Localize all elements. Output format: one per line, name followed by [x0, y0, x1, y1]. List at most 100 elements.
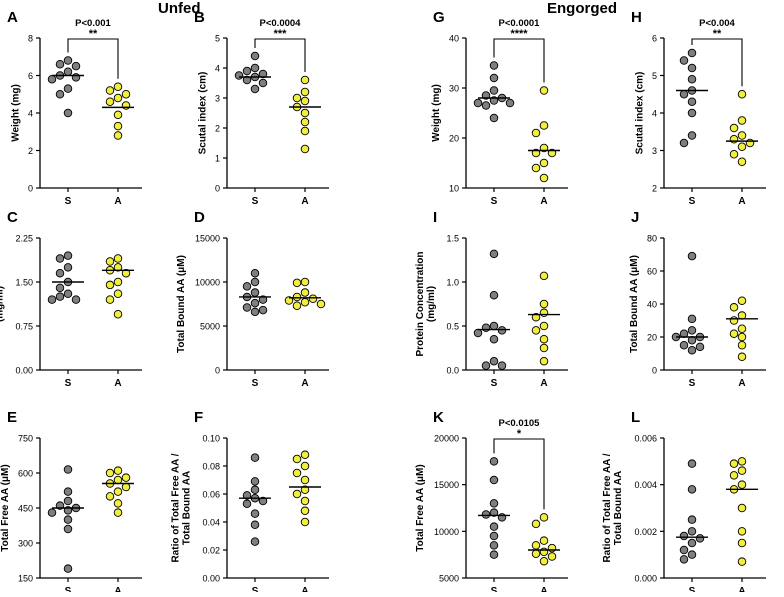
data-point-s — [489, 86, 499, 95]
y-tick-label: 0 — [652, 366, 657, 376]
data-point-a — [539, 343, 549, 353]
data-point-s — [481, 323, 491, 333]
data-point-s — [489, 508, 499, 517]
header-engorged: Engorged — [547, 0, 617, 17]
y-tick-label: 1.0 — [446, 278, 459, 288]
data-point-s — [55, 292, 65, 301]
data-point-s — [47, 74, 57, 84]
panel-letter: D — [194, 209, 205, 226]
data-point-s — [679, 555, 689, 564]
data-point-a — [292, 292, 302, 302]
y-tick-label: 20000 — [434, 434, 459, 444]
data-point-a — [292, 468, 302, 478]
data-point-s — [687, 48, 697, 58]
panel-letter: E — [7, 409, 17, 426]
data-point-s — [497, 361, 507, 370]
data-point-s — [679, 89, 689, 99]
data-point-a — [121, 482, 131, 492]
data-point-a — [737, 557, 747, 566]
p-value-label: P<0.0001 — [499, 18, 541, 29]
x-tick-label: A — [114, 586, 121, 592]
data-point-a — [729, 329, 739, 338]
y-tick-label: 5000 — [439, 574, 459, 584]
data-point-s — [63, 564, 73, 573]
data-point-a — [300, 461, 310, 471]
data-point-a — [105, 492, 115, 501]
data-point-a — [539, 547, 549, 557]
data-point-s — [63, 84, 73, 93]
y-axis-label: Total Bound AA — [613, 471, 624, 545]
data-point-s — [679, 531, 689, 541]
data-point-a — [737, 527, 747, 536]
data-point-s — [687, 97, 697, 106]
data-point-s — [250, 268, 260, 278]
data-point-a — [105, 86, 115, 95]
data-point-a — [105, 257, 115, 266]
y-tick-label: 2 — [215, 124, 220, 134]
y-tick-label: 2.25 — [15, 234, 33, 244]
x-tick-label: A — [540, 378, 547, 389]
y-tick-label: 40 — [647, 300, 657, 310]
data-point-s — [55, 60, 65, 69]
y-axis-label: Total Free AA (μM) — [415, 464, 426, 551]
data-point-a — [737, 352, 747, 362]
y-tick-label: 2 — [28, 146, 33, 156]
data-point-s — [687, 459, 697, 468]
data-point-s — [250, 298, 260, 308]
data-point-s — [473, 98, 483, 108]
x-tick-label: S — [689, 586, 696, 592]
data-point-s — [242, 303, 252, 312]
data-point-s — [481, 510, 491, 519]
data-point-a — [531, 541, 541, 550]
significance-stars: *** — [274, 28, 288, 40]
data-point-a — [284, 296, 294, 305]
data-point-a — [113, 131, 123, 140]
data-point-a — [737, 116, 747, 125]
data-point-a — [539, 356, 549, 366]
y-tick-label: 2 — [652, 184, 657, 194]
data-point-s — [63, 496, 73, 506]
data-point-s — [63, 465, 73, 474]
y-axis-label: (mg/ml) — [426, 286, 437, 322]
y-tick-label: 0.08 — [202, 462, 220, 472]
data-point-a — [292, 93, 302, 103]
data-point-s — [63, 263, 73, 272]
panel-a: A 0 2 4 6 8 Weight (mg) S A P<0.001** — [7, 9, 142, 207]
data-point-s — [489, 475, 499, 485]
x-tick-label: A — [301, 378, 308, 389]
panel-i: I 0.0 0.5 1.0 1.5 Protein Concentration (mg/ml… — [415, 209, 568, 389]
y-tick-label: 4 — [28, 109, 33, 119]
data-point-s — [489, 541, 499, 550]
data-point-s — [242, 499, 252, 509]
data-point-a — [113, 93, 123, 103]
data-point-s — [242, 491, 252, 500]
y-tick-label: 3 — [652, 146, 657, 156]
header-unfed: Unfed — [158, 0, 201, 17]
data-point-a — [729, 303, 739, 312]
y-tick-label: 0 — [215, 366, 220, 376]
panel-letter: C — [7, 209, 18, 226]
y-tick-label: 750 — [18, 434, 33, 444]
panel-letter: L — [631, 409, 640, 426]
significance-stars: ** — [89, 28, 98, 40]
data-point-a — [729, 149, 739, 159]
y-tick-label: 20 — [449, 134, 459, 144]
y-tick-label: 0 — [215, 184, 220, 194]
data-point-a — [300, 485, 310, 495]
p-value-label: P<0.0004 — [260, 18, 302, 29]
data-point-a — [300, 506, 310, 516]
data-point-s — [687, 345, 697, 355]
data-point-s — [234, 71, 244, 80]
data-point-s — [55, 268, 65, 278]
x-tick-label: S — [689, 196, 696, 207]
y-axis-label: Weight (mg) — [11, 84, 22, 142]
data-point-a — [121, 268, 131, 278]
data-point-a — [300, 75, 310, 85]
data-point-s — [481, 101, 491, 110]
x-tick-label: A — [738, 196, 745, 207]
data-point-s — [250, 63, 260, 73]
data-point-a — [113, 277, 123, 287]
data-point-a — [737, 89, 747, 99]
data-point-s — [687, 326, 697, 335]
data-point-s — [687, 550, 697, 559]
